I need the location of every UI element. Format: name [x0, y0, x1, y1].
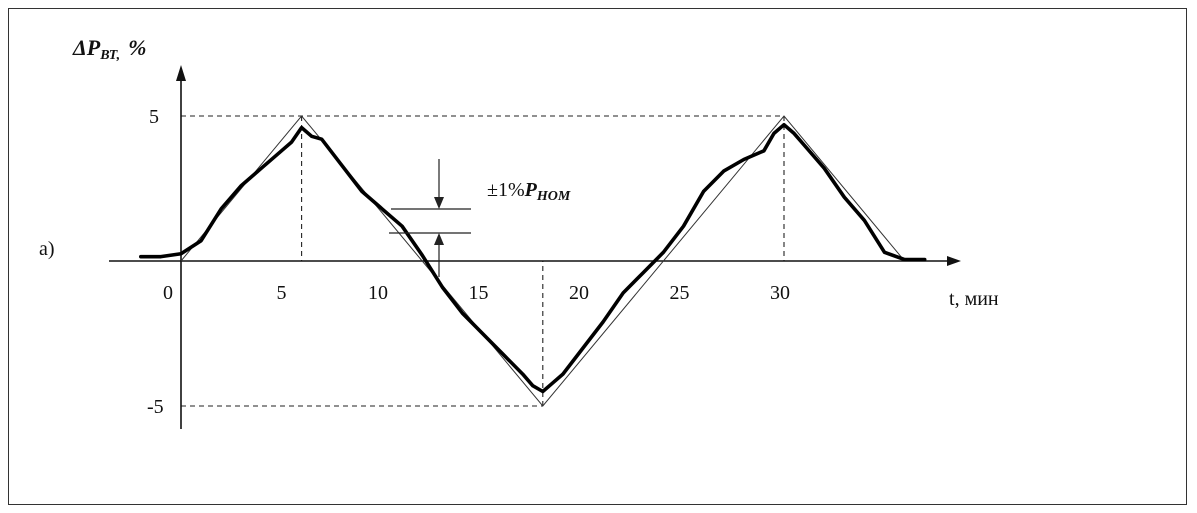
figure-frame: 0 5 10 15 20 25 30 5 -5 ΔPВТ,% t, мин а) ±1%PНОМ [8, 8, 1187, 505]
tolerance-annotation: ±1%PНОМ [487, 179, 571, 204]
band-arrow-down-head [434, 197, 444, 209]
band-arrow-up-head [434, 233, 444, 245]
reference-line [180, 115, 905, 407]
series-line [139, 122, 927, 394]
y-tick-label: -5 [147, 396, 164, 418]
x-tick-label: 30 [770, 282, 790, 304]
axes [109, 65, 961, 429]
reference-line-path [180, 115, 905, 407]
x-tick-label: 20 [569, 282, 589, 304]
x-tick-label: 25 [670, 282, 690, 304]
y-tick-label: 5 [149, 106, 159, 128]
x-axis-arrow [947, 256, 961, 266]
guide-lines [181, 115, 785, 407]
y-axis-label: ΔPВТ,% [72, 35, 146, 63]
labels: 0 5 10 15 20 25 30 5 -5 ΔPВТ, % t, мин а) ±1%PНОМ [39, 35, 999, 418]
chart: 0 5 10 15 20 25 30 5 -5 ΔPВТ, % t, мин а) ±1%PНОМ [39, 35, 999, 429]
panel-label: а) [39, 238, 55, 260]
tolerance-band [389, 159, 471, 277]
series-lines [139, 122, 927, 394]
x-tick-label: 10 [368, 282, 388, 304]
x-tick-label: 15 [469, 282, 489, 304]
x-axis-label: t, мин [949, 288, 999, 310]
x-tick-label: 5 [277, 282, 287, 304]
x-tick-label: 0 [163, 282, 173, 304]
y-axis-arrow [176, 65, 186, 81]
